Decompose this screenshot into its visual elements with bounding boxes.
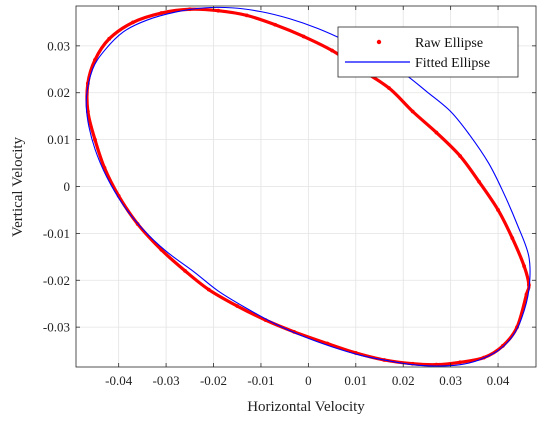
raw-point [330,48,334,53]
raw-point [500,344,505,348]
x-tick-label: 0.04 [487,373,510,388]
raw-point [458,360,463,365]
raw-point [235,304,240,308]
raw-point [524,292,529,297]
x-tick-label: 0.02 [392,373,415,388]
raw-point [93,58,97,62]
y-tick-label: -0.01 [43,226,70,241]
y-tick-label: 0.02 [47,85,70,100]
x-tick-label: 0.03 [439,373,462,388]
raw-point [107,36,112,41]
raw-point [410,109,415,114]
legend-label-fitted: Fitted Ellipse [415,56,490,71]
raw-point [434,130,439,135]
raw-point [102,165,107,170]
y-axis-label: Vertical Velocity [10,136,26,237]
raw-point [458,154,463,158]
fitted-ellipse-line [85,6,531,367]
raw-point [244,13,249,18]
legend-box [337,26,519,78]
raw-point [387,86,391,90]
x-tick-label: 0 [305,373,312,388]
raw-point [477,179,481,184]
ticks: -0.04 -0.03 -0.02 -0.01 0 0.01 0.02 0.03 0.04 0.0… [43,6,536,388]
raw-point [496,208,500,212]
raw-point [159,247,164,252]
x-tick-label: -0.01 [247,373,274,388]
y-tick-label: 0.03 [47,38,70,53]
y-tick-label: 0 [64,179,71,194]
raw-point [510,236,515,240]
x-tick-label: -0.03 [153,373,180,388]
y-tick-label: -0.02 [43,273,70,288]
x-tick-label: 0.01 [344,373,367,388]
raw-point [301,34,306,39]
x-axis-label: Horizontal Velocity [247,399,365,415]
raw-point [131,20,135,25]
raw-point [273,22,278,27]
legend-label-raw: Raw Ellipse [415,36,483,51]
raw-point [216,8,221,13]
raw-point [159,11,164,15]
x-tick-label: -0.02 [200,373,227,388]
legend: Raw Ellipse Fitted Ellipse [337,26,519,78]
legend-marker-raw [376,39,382,45]
y-tick-label: -0.03 [43,320,70,335]
y-tick-label: 0.01 [47,132,70,147]
raw-point [206,287,211,292]
raw-point [93,137,97,142]
raw-point [522,264,527,269]
x-tick-label: -0.04 [105,373,133,388]
raw-point [183,268,187,273]
